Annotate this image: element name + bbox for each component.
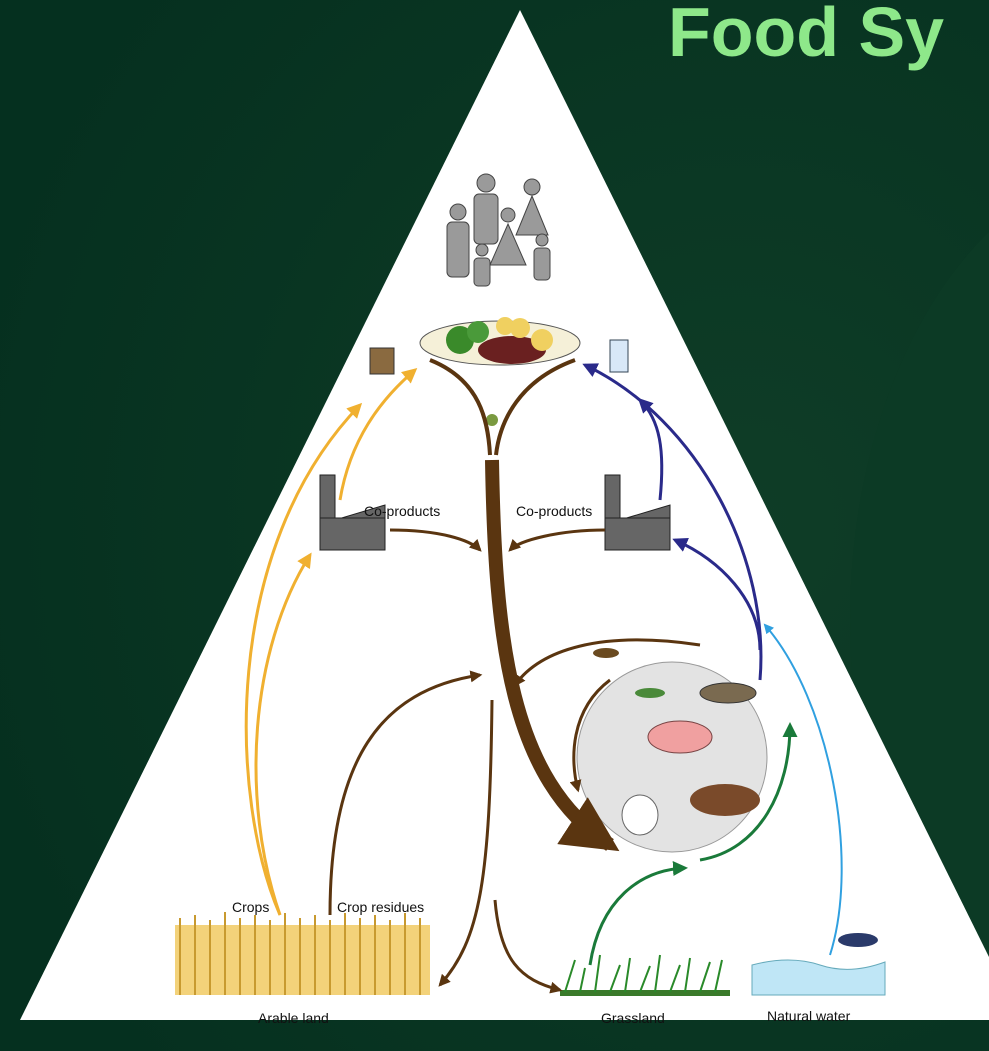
pig-icon [648,721,712,753]
milk-icon [610,340,628,372]
label: Co-products [364,503,440,519]
label: Crops [232,899,269,915]
tuna-icon [838,933,878,947]
label: Crop residues [337,899,424,915]
factory-body [320,518,385,550]
label: Grassland [601,1010,665,1026]
label: Arable land [258,1010,329,1026]
insect-icon [635,688,665,698]
chicken-icon [622,795,658,835]
factory-body [605,518,670,550]
fish-icon [700,683,756,703]
slide: Food Sy Co-products Co-products Crops Cr… [0,0,989,1051]
cow-icon [690,784,760,816]
label: Natural water [767,1008,851,1024]
slide-title: Food Sy [668,0,944,71]
bread-icon [370,348,394,374]
label: Co-products [516,503,592,519]
manure-icon [593,648,619,658]
